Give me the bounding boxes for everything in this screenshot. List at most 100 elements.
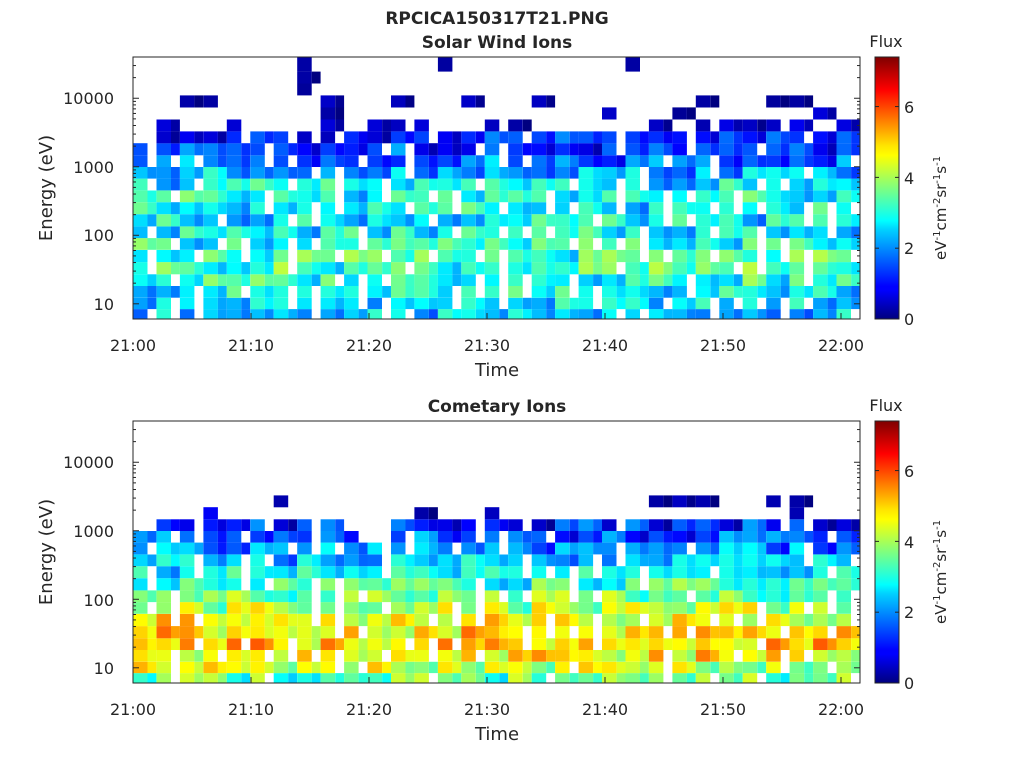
heatmap-cell <box>203 297 218 310</box>
heatmap-cell <box>578 262 594 275</box>
heatmap-cell <box>757 554 767 567</box>
heatmap-cell <box>217 178 227 191</box>
heatmap-cell <box>695 566 711 579</box>
heatmap-cell <box>241 214 251 227</box>
heatmap-cell <box>461 190 476 203</box>
heatmap-cell <box>484 602 500 614</box>
heatmap-cell <box>813 202 828 215</box>
heatmap-cell <box>695 297 711 310</box>
heatmap-cell <box>766 638 781 650</box>
heatmap-cell <box>194 262 204 275</box>
heatmap-cell <box>475 214 485 227</box>
heatmap-cell <box>836 554 851 567</box>
heatmap-cell <box>250 566 265 579</box>
heatmap-cell <box>156 650 171 662</box>
heatmap-cell <box>640 531 649 543</box>
x-tick-label: 21:30 <box>464 700 510 719</box>
heatmap-cell <box>452 554 462 567</box>
heatmap-cell <box>475 626 485 639</box>
heatmap-cell <box>648 626 664 639</box>
heatmap-cell <box>616 249 626 263</box>
heatmap-cell <box>273 626 289 639</box>
heatmap-cell <box>578 226 594 239</box>
heatmap-cell <box>766 590 781 603</box>
heatmap-cell <box>179 178 195 191</box>
heatmap-cell <box>733 286 743 298</box>
heatmap-cell <box>789 542 805 555</box>
heatmap-cell <box>414 613 429 627</box>
heatmap-cell <box>672 650 687 662</box>
heatmap-cell <box>719 673 734 683</box>
heatmap-cell <box>241 143 251 156</box>
heatmap-cell <box>672 638 687 650</box>
heatmap-cell <box>475 638 485 650</box>
heatmap-cell <box>602 214 617 227</box>
heatmap-cell <box>475 95 485 108</box>
heatmap-cell <box>625 542 640 555</box>
heatmap-cell <box>663 542 673 555</box>
heatmap-cell <box>226 178 242 191</box>
heatmap-cell <box>672 107 687 120</box>
heatmap-cell <box>578 542 594 555</box>
heatmap-cell <box>156 131 171 144</box>
heatmap-cell <box>203 613 218 627</box>
heatmap-cell <box>546 542 556 555</box>
heatmap-cell <box>789 95 805 108</box>
heatmap-cell <box>640 262 649 275</box>
heatmap-cell <box>672 495 687 508</box>
heatmap-cell <box>648 578 664 591</box>
heatmap-cell <box>414 286 429 298</box>
heatmap-cell <box>273 638 289 650</box>
heatmap-cell <box>742 286 758 298</box>
heatmap-cell <box>461 238 476 250</box>
heatmap-cell <box>147 661 157 674</box>
colorbar <box>874 56 900 320</box>
heatmap-cell <box>695 602 711 614</box>
heatmap-cell <box>179 190 195 203</box>
heatmap-cell <box>827 542 837 555</box>
heatmap-cell <box>508 143 523 156</box>
x-tick-label: 22:00 <box>818 700 864 719</box>
heatmap-cell <box>414 143 429 156</box>
heatmap-cell <box>508 661 523 674</box>
heatmap-cell <box>742 661 758 674</box>
heatmap-cell <box>719 519 734 531</box>
heatmap-cell <box>499 566 509 579</box>
heatmap-cell <box>358 214 368 227</box>
heatmap-cell <box>663 590 673 603</box>
heatmap-cell <box>648 661 664 674</box>
heatmap-cell <box>663 613 673 627</box>
heatmap-cell <box>203 286 218 298</box>
heatmap-cell <box>555 131 570 144</box>
heatmap-cell <box>522 531 532 543</box>
heatmap-cell <box>522 249 532 263</box>
heatmap-cell <box>672 590 687 603</box>
heatmap-cell <box>273 131 289 144</box>
heatmap-cell <box>719 566 734 579</box>
heatmap-cell <box>382 673 391 683</box>
heatmap-cell <box>695 650 711 662</box>
heatmap-cell <box>672 309 687 319</box>
heatmap-cell <box>733 519 743 531</box>
heatmap-cell <box>311 661 321 674</box>
heatmap-cell <box>555 262 570 275</box>
heatmap-cell <box>437 578 453 591</box>
heatmap-cell <box>546 602 556 614</box>
heatmap-cell <box>733 167 743 179</box>
heatmap-cell <box>264 613 274 627</box>
heatmap-cell <box>475 661 485 674</box>
heatmap-cell <box>625 155 640 167</box>
heatmap-cell <box>217 131 227 144</box>
heatmap-cell <box>273 286 289 298</box>
heatmap-cell <box>461 286 476 298</box>
heatmap-cell <box>484 626 500 639</box>
heatmap-cell <box>194 190 204 203</box>
heatmap-cell <box>531 590 547 603</box>
heatmap-cell <box>264 262 274 275</box>
heatmap-cell <box>508 613 523 627</box>
heatmap-cell <box>499 131 509 144</box>
heatmap-cell <box>672 131 687 144</box>
heatmap-cell <box>804 495 814 508</box>
heatmap-cell <box>367 626 382 639</box>
heatmap-cell <box>804 119 814 132</box>
